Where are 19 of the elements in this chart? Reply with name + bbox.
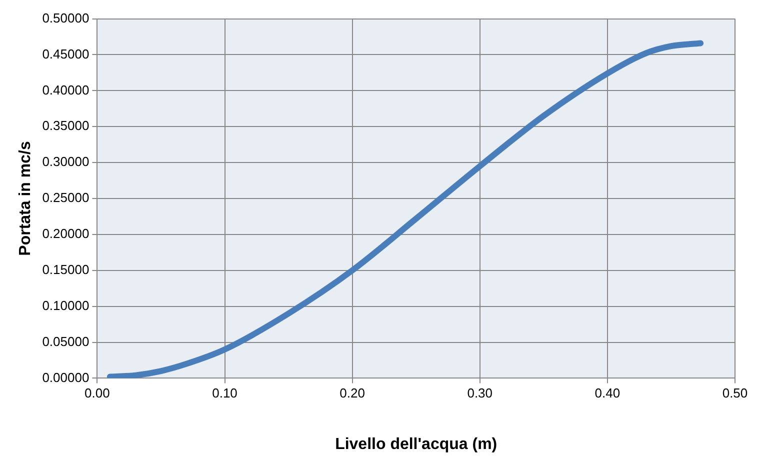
y-tick-label: 0.50000: [42, 10, 90, 26]
y-tick-label: 0.35000: [42, 118, 90, 134]
y-tick-label: 0.25000: [42, 190, 90, 206]
x-tick-label: 0.10: [212, 386, 238, 401]
y-tick-label: 0.10000: [42, 298, 90, 313]
x-tick-label: 0.20: [340, 386, 365, 401]
y-tick-label: 0.45000: [42, 46, 90, 62]
y-tick-label: 0.00000: [42, 370, 90, 385]
y-axis-title: Portata in mc/s: [17, 141, 34, 256]
x-tick-label: 0.00: [84, 386, 110, 401]
x-axis-title: Livello dell'acqua (m): [335, 436, 498, 453]
x-tick-label: 0.50: [722, 386, 748, 401]
y-tick-label: 0.40000: [42, 82, 90, 98]
x-tick-label: 0.40: [594, 386, 620, 401]
y-tick-label: 0.05000: [42, 334, 90, 349]
y-tick-label: 0.15000: [42, 262, 90, 277]
y-tick-label: 0.30000: [42, 154, 90, 170]
y-tick-label: 0.20000: [42, 226, 90, 242]
x-tick-label: 0.30: [467, 386, 493, 401]
